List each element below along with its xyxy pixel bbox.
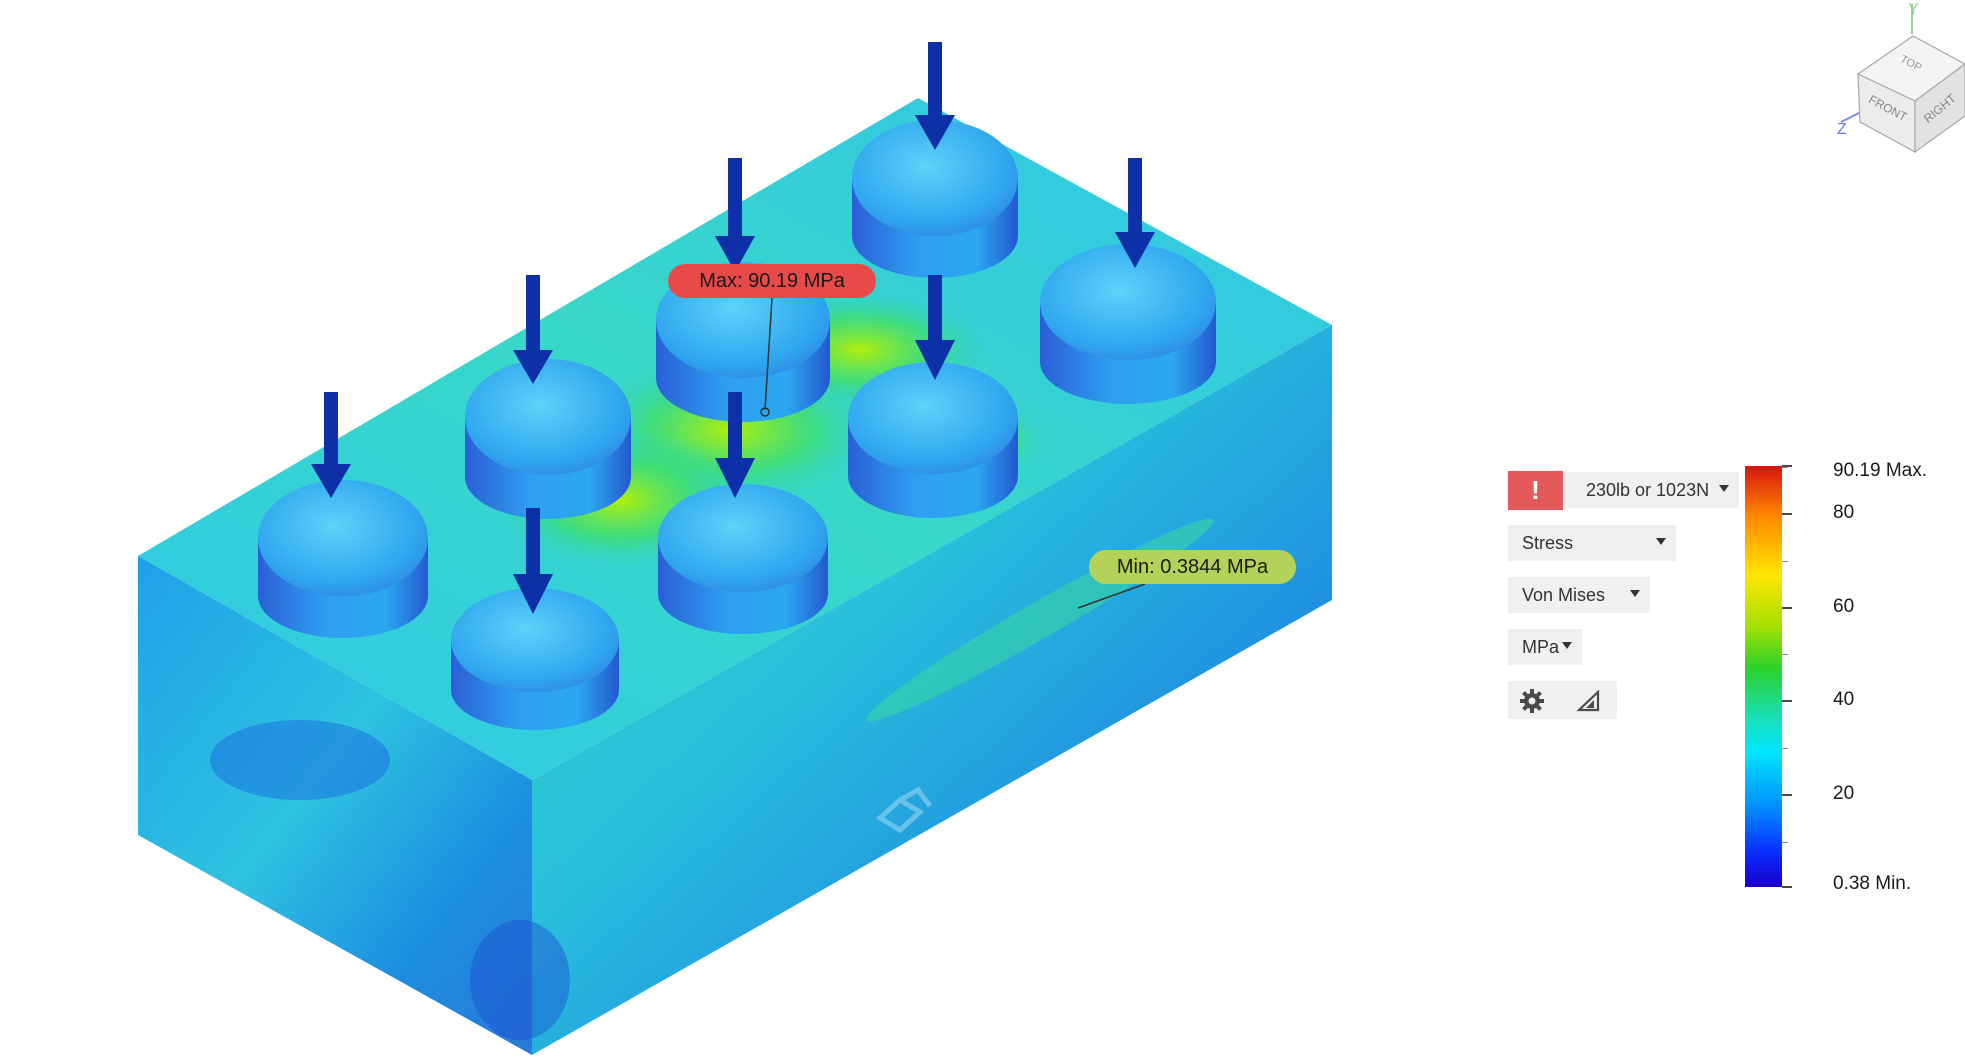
load-case-value: 230lb or 1023N [1586, 479, 1710, 500]
legend-max-label: 90.19 Max. [1833, 460, 1927, 481]
min-stress-label[interactable]: Min: 0.3844 MPa [1089, 550, 1296, 584]
stress-type-value: Von Mises [1522, 584, 1606, 605]
stud [658, 484, 828, 634]
gear-icon[interactable] [1519, 688, 1545, 714]
stud [451, 588, 619, 730]
load-arrow-icon [1115, 158, 1155, 268]
legend-min-label: 0.38 Min. [1833, 873, 1912, 894]
warning-button[interactable]: ! [1508, 471, 1563, 510]
units-value: MPa [1522, 636, 1560, 657]
y-axis-label: Y [1908, 1, 1919, 18]
stress-type-select[interactable]: Von Mises [1508, 577, 1650, 613]
stud [848, 362, 1018, 518]
stud [465, 359, 631, 519]
legend-major-tick [1782, 794, 1792, 797]
chevron-down-icon [1719, 485, 1729, 492]
legend-major-tick [1782, 700, 1792, 703]
legend-major-tick [1782, 512, 1792, 515]
load-arrow-icon [715, 392, 755, 498]
chevron-down-icon [1562, 642, 1572, 649]
load-arrow-icon [311, 392, 351, 498]
result-type-select[interactable]: Stress [1508, 525, 1676, 561]
result-tools [1508, 681, 1617, 719]
legend-minor-tick [1782, 560, 1788, 562]
z-axis-label: Z [1837, 121, 1847, 138]
load-arrow-icon [715, 158, 755, 272]
chevron-down-icon [1656, 538, 1666, 545]
legend-major-tick [1782, 606, 1792, 609]
load-arrow-icon [915, 275, 955, 380]
stud [258, 480, 428, 638]
view-cube-right-face[interactable] [1914, 63, 1965, 154]
result-type-value: Stress [1522, 532, 1574, 553]
legend-minor-tick [1782, 654, 1788, 656]
stud [1040, 244, 1216, 404]
stud [852, 120, 1018, 278]
color-scale-bar [1745, 466, 1782, 887]
legend-tick-label: 40 [1833, 689, 1855, 711]
legend-minor-tick [1782, 841, 1788, 843]
load-arrows [311, 42, 1155, 614]
load-arrow-icon [513, 508, 553, 614]
legend-minor-tick [1782, 466, 1788, 468]
fusion-watermark-icon [875, 786, 932, 834]
view-cube[interactable]: Y Z TOP FRONT RIGHT [1825, 0, 1965, 160]
legend-tick-label: 60 [1833, 595, 1855, 617]
block-left-face [138, 556, 532, 1055]
max-probe-point [760, 407, 770, 417]
load-case-select[interactable]: 230lb or 1023N [1564, 472, 1739, 508]
legend-tick-label: 20 [1833, 783, 1855, 805]
legend-tick-label: 80 [1833, 501, 1855, 523]
units-select[interactable]: MPa [1508, 629, 1582, 665]
legend-major-tick [1782, 886, 1792, 888]
max-stress-label[interactable]: Max: 90.19 MPa [668, 264, 876, 298]
load-arrow-icon [513, 275, 553, 384]
triangle-probe-icon[interactable] [1576, 690, 1600, 712]
chevron-down-icon [1630, 590, 1640, 597]
max-leader-line [764, 297, 773, 411]
load-arrow-icon [915, 42, 955, 150]
legend-minor-tick [1782, 748, 1788, 750]
legend-major-tick [1782, 465, 1792, 467]
min-leader-line [1077, 583, 1146, 609]
stud-row-back [258, 120, 1216, 730]
warning-icon: ! [1531, 475, 1540, 505]
